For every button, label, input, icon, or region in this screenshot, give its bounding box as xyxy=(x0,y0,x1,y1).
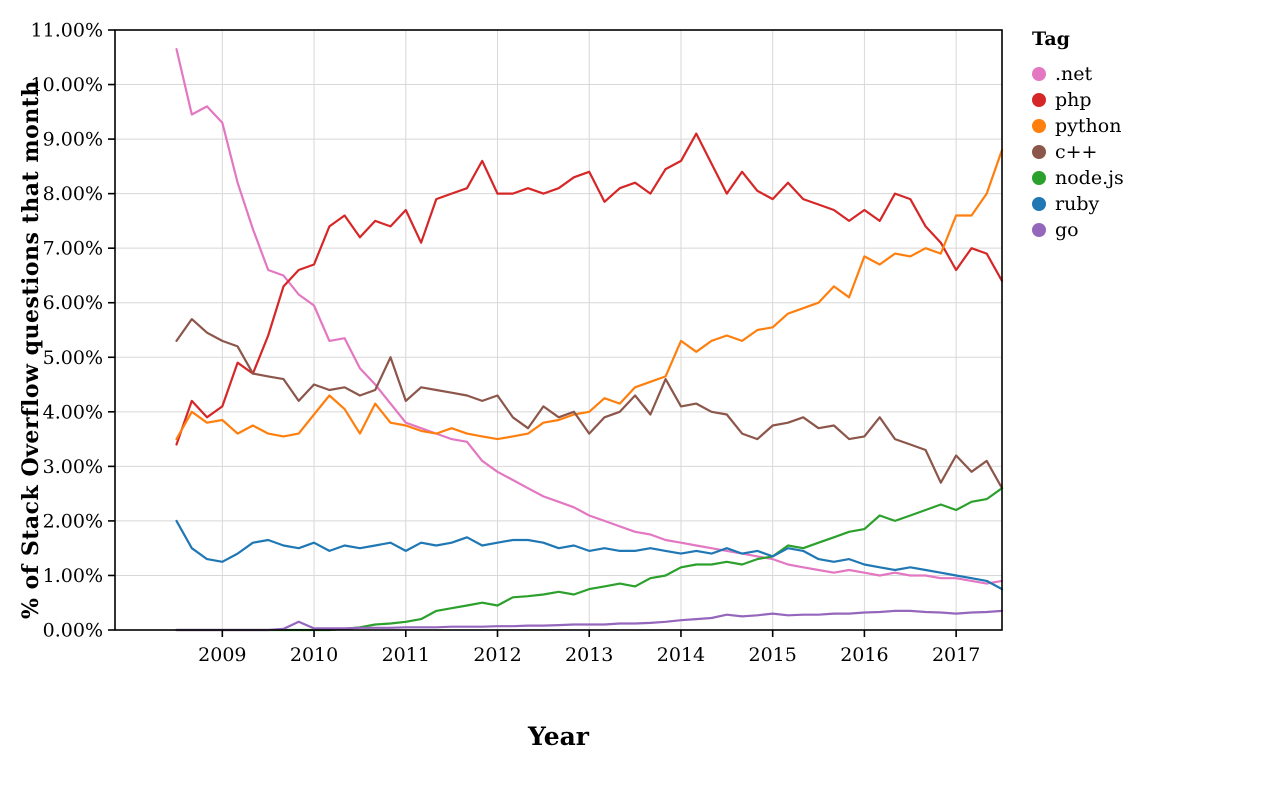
y-tick-label: 6.00% xyxy=(43,292,103,314)
legend-item-c++[interactable]: c++ xyxy=(1032,140,1257,164)
legend-item-label: node.js xyxy=(1055,166,1124,189)
y-tick-label: 11.00% xyxy=(31,20,103,42)
legend-swatch-icon xyxy=(1032,67,1046,81)
plot-frame xyxy=(114,29,1003,631)
y-tick-label: 4.00% xyxy=(43,401,103,423)
x-tick-label: 2012 xyxy=(473,644,521,666)
legend-swatch-icon xyxy=(1032,93,1046,107)
legend-item-node.js[interactable]: node.js xyxy=(1032,166,1257,190)
y-tick-label: 7.00% xyxy=(43,238,103,260)
x-tick-label: 2015 xyxy=(749,644,797,666)
y-tick-label: 8.00% xyxy=(43,183,103,205)
y-tick-label: 3.00% xyxy=(43,456,103,478)
legend-item-php[interactable]: php xyxy=(1032,88,1257,112)
x-tick-label: 2016 xyxy=(840,644,888,666)
series-line-go xyxy=(175,609,1004,632)
legend-swatch-icon xyxy=(1032,119,1046,133)
legend-item-label: ruby xyxy=(1055,192,1100,215)
legend-item-go[interactable]: go xyxy=(1032,218,1257,242)
legend-items: .net php python c++ node.js ruby go xyxy=(1032,62,1257,242)
x-tick-label: 2009 xyxy=(198,644,246,666)
x-tick-label: 2013 xyxy=(565,644,613,666)
legend-swatch-icon xyxy=(1032,197,1046,211)
series-line-.net xyxy=(175,47,1004,585)
legend-item-label: .net xyxy=(1055,62,1093,85)
y-tick-label: 0.00% xyxy=(43,620,103,642)
legend-item-.net[interactable]: .net xyxy=(1032,62,1257,86)
legend-item-label: c++ xyxy=(1055,140,1098,163)
series-line-php xyxy=(175,132,1004,446)
x-tick-label: 2014 xyxy=(657,644,705,666)
y-tick-label: 1.00% xyxy=(43,565,103,587)
series-line-python xyxy=(175,148,1004,441)
y-tick-label: 9.00% xyxy=(43,129,103,151)
x-tick-label: 2017 xyxy=(932,644,980,666)
y-tick-label: 5.00% xyxy=(43,347,103,369)
legend-item-python[interactable]: python xyxy=(1032,114,1257,138)
legend-swatch-icon xyxy=(1032,145,1046,159)
legend: Tag .net php python c++ node.js ruby go xyxy=(1032,28,1257,244)
series-line-ruby xyxy=(175,519,1004,591)
y-tick-label: 10.00% xyxy=(31,74,103,96)
series-line-c++ xyxy=(175,318,1004,490)
legend-swatch-icon xyxy=(1032,223,1046,237)
legend-item-label: python xyxy=(1055,114,1122,137)
y-tick-label: 2.00% xyxy=(43,510,103,532)
legend-item-label: php xyxy=(1055,88,1092,111)
legend-title: Tag xyxy=(1032,28,1070,50)
y-axis-title: % of Stack Overflow questions that month xyxy=(18,80,44,620)
legend-item-label: go xyxy=(1055,218,1079,241)
x-tick-label: 2011 xyxy=(382,644,430,666)
x-tick-label: 2010 xyxy=(290,644,338,666)
legend-swatch-icon xyxy=(1032,171,1046,185)
legend-item-ruby[interactable]: ruby xyxy=(1032,192,1257,216)
x-axis-title: Year xyxy=(528,722,589,751)
